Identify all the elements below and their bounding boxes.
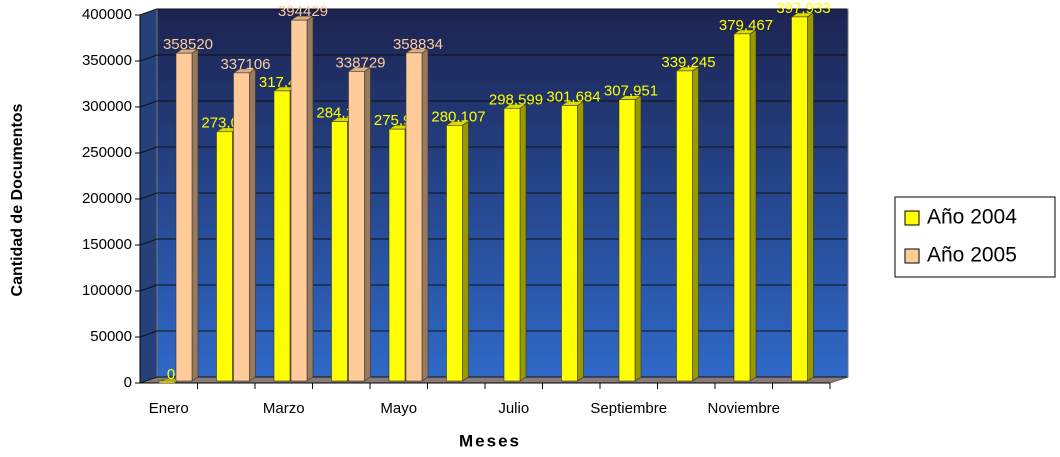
bar	[618, 99, 636, 382]
value-label: 339,245	[661, 54, 715, 71]
x-tick-label: Septiembre	[590, 400, 667, 417]
value-label: 337106	[220, 56, 270, 73]
grid-line	[139, 100, 158, 108]
bar	[791, 16, 808, 382]
legend-label: Año 2005	[927, 244, 1017, 267]
bar-side	[462, 120, 469, 382]
bar	[446, 125, 463, 382]
legend-swatch	[904, 248, 920, 264]
bar	[216, 131, 233, 382]
bar	[676, 70, 693, 382]
value-label: 298,599	[489, 91, 543, 108]
y-tick-label: 400000	[82, 6, 132, 23]
x-axis-title: Meses	[459, 431, 521, 450]
y-tick-label: 50000	[90, 328, 132, 345]
bar-side	[191, 48, 199, 382]
value-label: 338729	[335, 54, 385, 71]
bar-side	[634, 95, 642, 382]
grid-line	[139, 192, 158, 200]
bar-side	[249, 68, 256, 382]
bar-side	[692, 66, 699, 382]
bar	[348, 71, 365, 382]
value-label: 307,951	[604, 83, 658, 100]
x-tick-label: Marzo	[263, 400, 305, 417]
y-axis-title: Cantidad de Documentos	[9, 103, 26, 296]
value-label: 301,684	[546, 88, 600, 105]
bar-side	[421, 48, 429, 382]
y-tick-label: 350000	[82, 52, 132, 69]
y-tick-label: 150000	[82, 236, 132, 253]
value-label: 397,933	[776, 0, 830, 17]
legend	[894, 196, 1056, 278]
value-label: 280,107	[431, 108, 485, 125]
value-label: 358520	[163, 36, 213, 53]
grid-line	[139, 146, 158, 154]
value-label: 0	[167, 366, 175, 383]
bar	[561, 105, 578, 382]
value-label: 394429	[278, 3, 328, 20]
x-tick-label: Enero	[149, 400, 189, 417]
bar	[273, 90, 291, 382]
y-tick-label: 250000	[82, 144, 132, 161]
bar-side	[306, 15, 314, 382]
bar-side	[749, 29, 757, 382]
grid-line	[139, 54, 158, 62]
grid-line	[139, 8, 158, 16]
grid-line	[139, 330, 158, 338]
legend-swatch	[904, 210, 920, 226]
x-tick-label: Mayo	[380, 400, 417, 417]
value-label: 358834	[393, 36, 443, 53]
grid-line	[139, 376, 158, 384]
bar-side	[519, 103, 527, 382]
bar	[290, 19, 308, 382]
y-tick-label: 300000	[82, 98, 132, 115]
bar	[733, 33, 751, 382]
legend-label: Año 2004	[927, 206, 1017, 229]
y-tick-label: 0	[124, 374, 132, 391]
bar-side	[807, 12, 814, 382]
bar	[388, 128, 406, 382]
value-label: 379,467	[719, 17, 773, 34]
bar	[175, 52, 193, 382]
bar	[331, 121, 348, 382]
bar	[503, 107, 521, 382]
x-tick-label: Julio	[498, 400, 529, 417]
bar	[158, 380, 176, 384]
bar	[233, 72, 250, 382]
bar-side	[364, 66, 371, 382]
y-tick-label: 200000	[82, 190, 132, 207]
grid-line	[139, 238, 158, 246]
bar-side	[577, 100, 584, 382]
bar	[405, 52, 423, 382]
grid-line	[139, 284, 158, 292]
y-tick-label: 100000	[82, 282, 132, 299]
x-tick-label: Noviembre	[707, 400, 780, 417]
